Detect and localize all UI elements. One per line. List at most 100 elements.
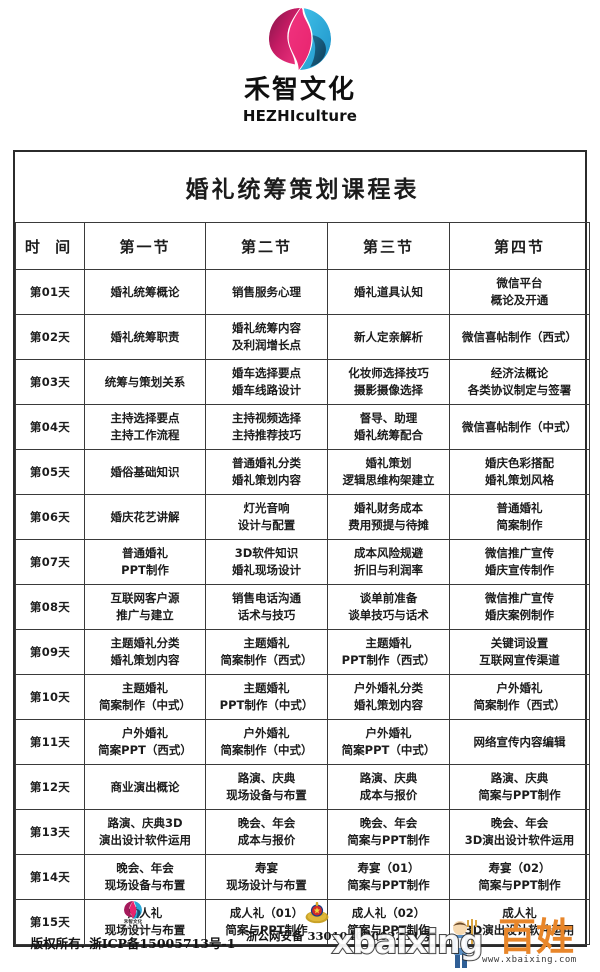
session-cell-1: 晚会、年会 现场设备与布置	[84, 854, 206, 900]
session-line: 路演、庆典3D	[107, 816, 183, 831]
session-line: 微信喜帖制作（西式）	[462, 329, 578, 344]
session-line: 简案制作	[496, 518, 543, 532]
session-line: 新人定亲解析	[354, 329, 423, 344]
session-line: 普通婚礼	[496, 501, 543, 516]
session-line: 统筹与策划关系	[104, 374, 186, 389]
session-cell-1: 普通婚礼 PPT制作	[84, 539, 206, 585]
title-row: 婚礼统筹策划课程表	[15, 152, 590, 223]
session-line: 互联网客户源	[110, 591, 180, 606]
session-line: 户外婚礼	[122, 726, 168, 741]
session-line: 微信推广宣传	[485, 546, 555, 561]
brand-header: 禾智文化 HEZHIculture	[0, 0, 600, 125]
session-line: 谈单技巧与话术	[348, 608, 429, 622]
column-header-time: 时 间	[15, 222, 85, 270]
session-line: 婚礼统筹配合	[354, 428, 423, 442]
session-line: 销售服务心理	[232, 284, 301, 299]
session-cell-1: 成人礼 现场设计与布置	[84, 899, 206, 945]
session-cell-3: 婚礼财务成本 费用预提与待摊	[327, 494, 450, 540]
session-line: 婚礼策划风格	[485, 473, 555, 487]
footer: 禾智文化 HEZHIculture 版权所有. 浙ICP备15005713号-1…	[0, 896, 600, 972]
session-line: 户外婚礼	[243, 726, 290, 741]
session-line: 简案与PPT制作	[347, 833, 430, 847]
session-line: 婚礼统筹内容	[232, 321, 301, 336]
session-cell-1: 路演、庆典3D 演出设计软件运用	[84, 809, 206, 855]
session-cell-1: 婚庆花艺讲解	[84, 494, 206, 540]
day-label: 第10天	[15, 674, 85, 720]
session-line: 婚礼策划内容	[354, 698, 423, 712]
session-line: 主题婚礼	[122, 681, 168, 696]
day-label: 第09天	[15, 629, 85, 675]
day-label: 第14天	[15, 854, 85, 900]
footer-police-block: 浙公网安备 33010402002231号	[246, 900, 476, 944]
session-cell-2: 主题婚礼 PPT制作（中式）	[205, 674, 328, 720]
session-line: PPT制作（西式）	[341, 653, 436, 667]
session-cell-1: 主持选择要点 主持工作流程	[84, 404, 206, 450]
session-line: 成人礼（02）	[351, 906, 426, 921]
session-cell-1: 婚礼统筹职责	[84, 314, 206, 360]
session-cell-2: 主题婚礼 简案制作（西式）	[205, 629, 328, 675]
session-line: 3D软件知识	[234, 546, 299, 561]
session-line: 路演、庆典	[359, 771, 418, 786]
session-cell-3: 主题婚礼 PPT制作（西式）	[327, 629, 450, 675]
session-cell-2: 3D软件知识 婚礼现场设计	[205, 539, 328, 585]
table-row: 第04天 主持选择要点 主持工作流程 主持视频选择 主持推荐技巧 督导、助理 婚礼统筹配合微…	[15, 404, 591, 450]
day-label: 第08天	[15, 584, 85, 630]
table-row: 第03天 统筹与策划关系 婚车选择要点 婚车线路设计 化妆师选择技巧 摄影摄像选择 经济法概…	[15, 359, 591, 405]
session-line: 成人礼	[502, 906, 537, 921]
session-cell-2: 灯光音响 设计与配置	[205, 494, 328, 540]
session-line: 婚车选择要点	[232, 366, 301, 381]
session-line: 简案与PPT制作	[225, 923, 308, 937]
day-label: 第01天	[15, 269, 85, 315]
session-line: 婚礼策划内容	[232, 473, 301, 487]
session-line: 现场设备与布置	[226, 788, 307, 802]
session-cell-2: 婚车选择要点 婚车线路设计	[205, 359, 328, 405]
session-line: 成本与报价	[237, 833, 296, 847]
session-line: 话术与技巧	[237, 608, 296, 622]
session-cell-2: 户外婚礼简案制作（中式）	[205, 719, 328, 765]
session-cell-4: 婚庆色彩搭配 婚礼策划风格	[448, 449, 591, 495]
session-line: 寿宴（02）	[488, 861, 551, 876]
session-cell-2: 晚会、年会 成本与报价	[205, 809, 328, 855]
session-line: 路演、庆典	[490, 771, 549, 786]
brand-name-en: HEZHIculture	[242, 106, 358, 125]
session-line: 主持工作流程	[110, 428, 180, 442]
brand-name-cn: 禾智文化	[243, 75, 356, 105]
session-line: 婚车线路设计	[232, 383, 301, 397]
day-label: 第03天	[15, 359, 85, 405]
session-cell-4: 关键词设置 互联网宣传渠道	[448, 629, 591, 675]
session-cell-1: 互联网客户源 推广与建立	[84, 584, 206, 630]
session-line: 寿宴	[255, 861, 278, 876]
session-cell-4: 微信平台 概论及开通	[448, 269, 591, 315]
column-header-period-2: 第二节	[205, 222, 328, 270]
table-row: 第11天 户外婚礼 简案PPT（西式） 户外婚礼 简案制作（中式） 户外婚礼 简案PPT（中…	[15, 719, 591, 765]
footer-brand-name-cn: 禾智文化	[123, 920, 143, 925]
session-cell-2: 销售电话沟通 话术与技巧	[205, 584, 328, 630]
table-row: 第10天 主题婚礼 简案制作（中式） 主题婚礼 PPT制作（中式） 户外婚礼分类 婚礼策划内…	[15, 674, 591, 720]
session-line: 婚庆案例制作	[485, 608, 555, 622]
session-line: 晚会、年会	[116, 861, 174, 876]
session-cell-1: 统筹与策划关系	[84, 359, 206, 405]
session-line: 概论及开通	[490, 293, 549, 307]
session-cell-3: 谈单前准备 谈单技巧与话术	[327, 584, 450, 630]
session-line: 婚庆宣传制作	[485, 563, 555, 577]
session-cell-1: 户外婚礼 简案PPT（西式）	[84, 719, 206, 765]
session-line: 婚礼财务成本	[354, 501, 423, 516]
session-cell-3: 婚礼道具认知	[327, 269, 450, 315]
session-line: 主持推荐技巧	[232, 428, 301, 442]
session-line: 推广与建立	[116, 608, 174, 622]
table-row: 第13天 路演、庆典3D 演出设计软件运用 晚会、年会 成本与报价 晚会、年会 简案与PPT…	[15, 809, 591, 855]
session-line: 网络宣传内容编辑	[473, 734, 566, 749]
day-label: 第12天	[15, 764, 85, 810]
session-line: 主题婚礼	[243, 636, 290, 651]
session-line: 灯光音响	[243, 501, 290, 516]
session-cell-3: 婚礼策划 逻辑思维构架建立	[327, 449, 450, 495]
session-line: 3D演出设计软件运用	[464, 923, 575, 937]
session-line: 现场设计与布置	[226, 878, 307, 892]
session-cell-3: 路演、庆典 成本与报价	[327, 764, 450, 810]
police-record-text: 浙公网安备 33010402002231号	[246, 929, 432, 943]
footer-brand-name-en: HEZHIculture	[121, 925, 145, 930]
session-line: 商业演出概论	[110, 779, 180, 794]
session-line: 简案制作（中式）	[220, 743, 313, 757]
session-cell-4: 晚会、年会 3D演出设计软件运用	[448, 809, 591, 855]
session-cell-1: 主题婚礼分类 婚礼策划内容	[84, 629, 206, 675]
